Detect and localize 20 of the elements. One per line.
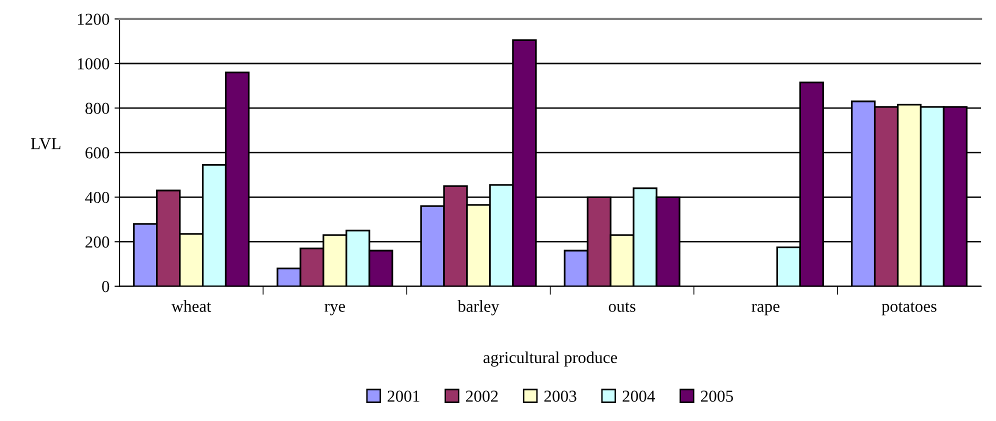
x-tick-label: outs (608, 302, 636, 312)
legend-label: 2005 (701, 390, 733, 402)
x-tick-label: barley (458, 300, 500, 316)
legend-label: 2003 (544, 390, 576, 402)
x-axis-title: agricultural produce (484, 351, 618, 367)
x-tick-label: rye (324, 304, 345, 316)
legend-label: 2002 (466, 390, 498, 402)
y-tick-label: 800 (85, 102, 110, 114)
x-tick-label: wheat (171, 300, 212, 312)
x-tick-label: rape (752, 304, 780, 316)
y-tick-label: 0 (102, 280, 110, 292)
x-tick-label: potatoes (882, 302, 936, 316)
y-tick-label: 400 (85, 192, 110, 204)
y-tick-label: 1000 (78, 58, 110, 70)
y-tick-label: 1200 (78, 14, 110, 25)
y-tick-label: 600 (86, 147, 110, 159)
y-tick-label: 200 (86, 236, 110, 248)
legend-label: 2001 (388, 390, 420, 402)
y-axis-title: LVL (30, 138, 60, 150)
legend-label: 2004 (622, 390, 656, 402)
